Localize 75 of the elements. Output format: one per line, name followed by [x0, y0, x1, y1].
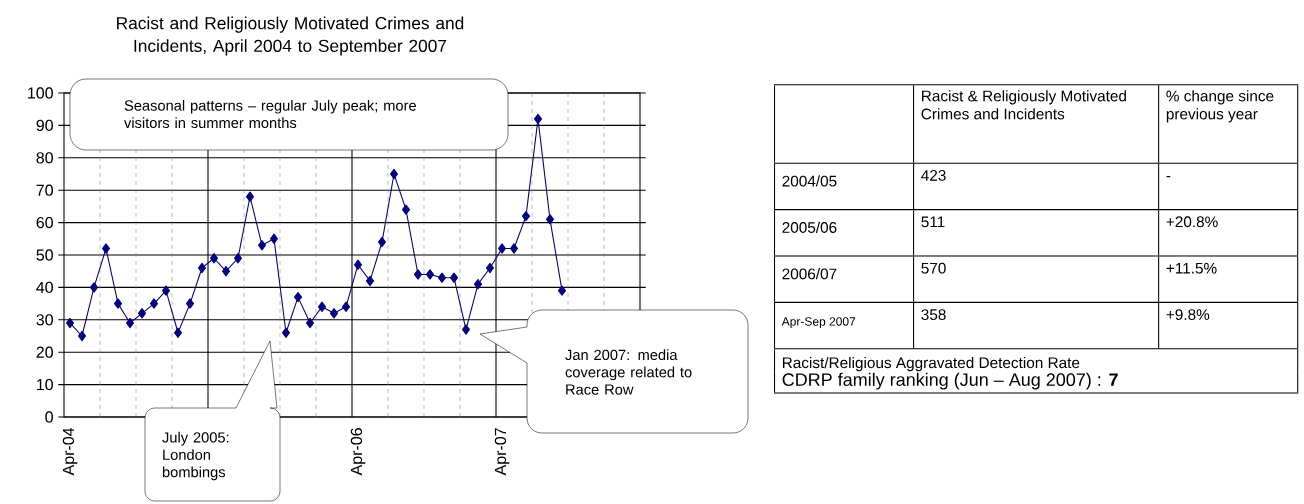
- y-tick-label: 20: [36, 346, 53, 358]
- point: [413, 269, 423, 280]
- point: [545, 214, 555, 225]
- point: [377, 236, 387, 248]
- y-tick-label: 100: [28, 87, 53, 99]
- text: Racist/Religious Aggravated Detection Rate: [782, 356, 1080, 372]
- point: [485, 262, 495, 274]
- point: [557, 285, 567, 296]
- point: [197, 262, 207, 274]
- y-tick-label: 60: [36, 216, 53, 229]
- y-tick-label: 80: [36, 152, 53, 164]
- point: [449, 272, 459, 283]
- text: 2006/07: [782, 268, 837, 280]
- point: [401, 204, 411, 215]
- point: [173, 327, 183, 338]
- text: % change since previous year: [1166, 90, 1274, 123]
- text: +20.8%: [1166, 216, 1218, 228]
- x-tick-label: Apr-07: [494, 428, 510, 476]
- text: 2005/06: [782, 221, 837, 233]
- y-tick-label: 40: [36, 281, 53, 294]
- y-tick-label: 50: [36, 249, 53, 261]
- y-tick-label: 30: [36, 314, 53, 326]
- text: CDRP family ranking (Jun – Aug 2007) : 7: [782, 372, 1118, 390]
- text: -: [1166, 176, 1171, 178]
- y-tick-label: 70: [36, 184, 53, 196]
- point: [317, 301, 327, 313]
- point: [461, 324, 471, 335]
- point: [509, 243, 519, 254]
- point: [77, 330, 87, 342]
- point: [389, 168, 399, 180]
- y-tick-label: 0: [45, 411, 53, 423]
- point: [281, 327, 291, 338]
- point: [353, 259, 363, 270]
- point: [425, 269, 435, 280]
- text: Apr-Sep 2007: [781, 317, 856, 329]
- point: [521, 210, 531, 222]
- point: [269, 233, 279, 245]
- text: 358: [921, 309, 946, 321]
- point: [89, 282, 99, 293]
- point: [209, 253, 219, 264]
- point: [293, 291, 303, 303]
- text: 570: [921, 262, 946, 274]
- point: [329, 308, 339, 319]
- point: [65, 317, 75, 329]
- text: +11.5%: [1166, 262, 1217, 274]
- text: July 2005: London bombings: [162, 431, 229, 481]
- annotation: Jan 2007: media coverage related to Race Row: [565, 349, 692, 395]
- point: [101, 243, 111, 254]
- point: [257, 240, 267, 251]
- point: [497, 243, 507, 254]
- point: [149, 298, 159, 309]
- y-tick-label: 90: [36, 119, 53, 132]
- point: [437, 272, 447, 283]
- x-tick-label: Apr-06: [350, 428, 366, 476]
- point: [113, 298, 123, 309]
- chart-title: Racist and Religiously Motivated Crimes and Incidents, April 2004 to September 2007: [117, 16, 464, 56]
- annotation: Seasonal patterns – regular July peak; more visitors in summer months: [124, 99, 416, 129]
- point: [125, 317, 135, 329]
- point: [221, 265, 231, 277]
- point: [233, 253, 243, 264]
- point: [305, 317, 315, 329]
- point: [185, 298, 195, 309]
- text: Racist & Religiously Motivated Crimes and Incidents: [921, 90, 1126, 120]
- text: 2004/05: [782, 175, 837, 187]
- point: [137, 308, 147, 319]
- point: [161, 285, 171, 296]
- text: 511: [921, 216, 945, 228]
- x-tick-label: Apr-04: [62, 427, 78, 476]
- point: [473, 278, 483, 290]
- text: +9.8%: [1166, 309, 1210, 321]
- y-tick-label: 10: [37, 378, 53, 391]
- point: [365, 275, 375, 287]
- point: [341, 301, 351, 313]
- text: 423: [921, 169, 946, 181]
- point: [245, 191, 255, 202]
